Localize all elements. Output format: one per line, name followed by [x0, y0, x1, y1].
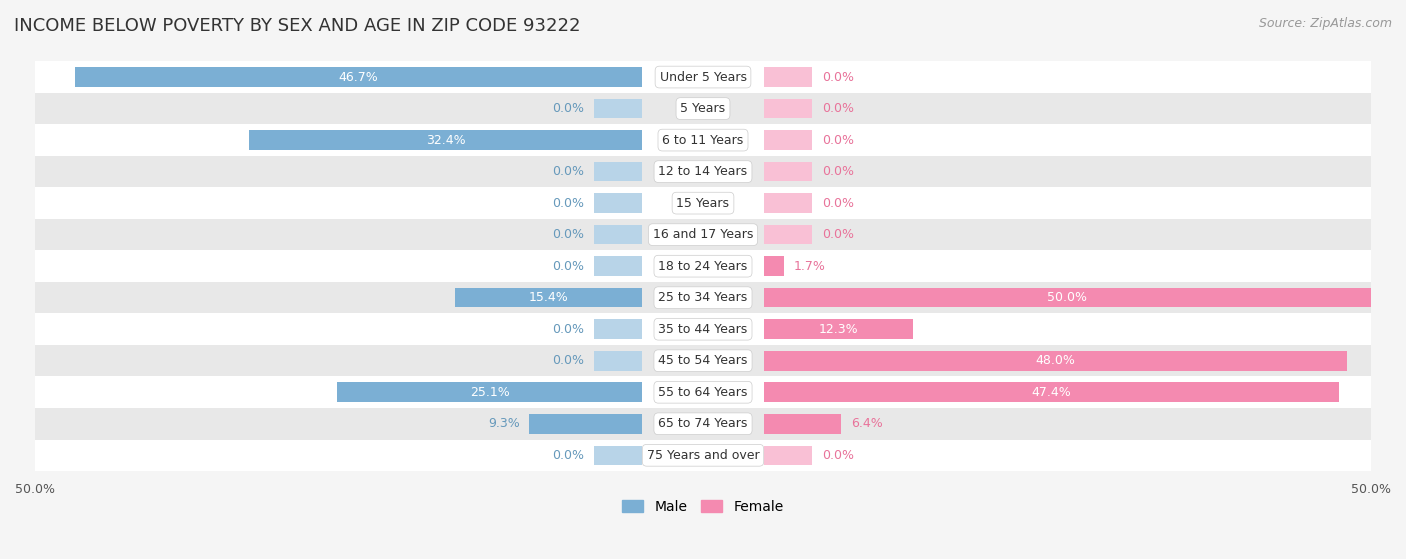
Text: 0.0%: 0.0%	[823, 70, 853, 83]
Legend: Male, Female: Male, Female	[617, 494, 789, 519]
Text: 6 to 11 Years: 6 to 11 Years	[662, 134, 744, 146]
Text: 75 Years and over: 75 Years and over	[647, 449, 759, 462]
Text: 25.1%: 25.1%	[470, 386, 510, 399]
Bar	[763, 319, 912, 339]
Bar	[35, 250, 1371, 282]
Text: 9.3%: 9.3%	[488, 417, 520, 430]
Text: 6.4%: 6.4%	[851, 417, 883, 430]
Text: 0.0%: 0.0%	[823, 197, 853, 210]
Text: 0.0%: 0.0%	[553, 354, 583, 367]
Bar	[337, 382, 643, 402]
Bar	[529, 414, 643, 434]
Bar	[456, 288, 643, 307]
Text: 16 and 17 Years: 16 and 17 Years	[652, 228, 754, 241]
Bar	[593, 225, 643, 244]
Text: 50.0%: 50.0%	[1047, 291, 1087, 304]
Bar	[35, 61, 1371, 93]
Bar	[35, 219, 1371, 250]
Text: 0.0%: 0.0%	[823, 449, 853, 462]
Bar	[593, 446, 643, 465]
Text: 0.0%: 0.0%	[553, 165, 583, 178]
Text: 0.0%: 0.0%	[553, 228, 583, 241]
Text: Under 5 Years: Under 5 Years	[659, 70, 747, 83]
Bar	[763, 414, 841, 434]
Bar	[35, 439, 1371, 471]
Bar	[35, 377, 1371, 408]
Bar	[35, 156, 1371, 187]
Text: Source: ZipAtlas.com: Source: ZipAtlas.com	[1258, 17, 1392, 30]
Text: 0.0%: 0.0%	[823, 134, 853, 146]
Bar	[35, 187, 1371, 219]
Bar	[763, 225, 813, 244]
Bar	[763, 257, 785, 276]
Text: 15.4%: 15.4%	[529, 291, 568, 304]
Text: 0.0%: 0.0%	[823, 102, 853, 115]
Text: 12.3%: 12.3%	[818, 323, 858, 336]
Text: 18 to 24 Years: 18 to 24 Years	[658, 260, 748, 273]
Text: 12 to 14 Years: 12 to 14 Years	[658, 165, 748, 178]
Bar	[763, 193, 813, 213]
Text: 0.0%: 0.0%	[553, 260, 583, 273]
Bar	[593, 99, 643, 119]
Text: 45 to 54 Years: 45 to 54 Years	[658, 354, 748, 367]
Text: INCOME BELOW POVERTY BY SEX AND AGE IN ZIP CODE 93222: INCOME BELOW POVERTY BY SEX AND AGE IN Z…	[14, 17, 581, 35]
Text: 0.0%: 0.0%	[553, 449, 583, 462]
Text: 5 Years: 5 Years	[681, 102, 725, 115]
Bar	[763, 288, 1371, 307]
Bar	[249, 130, 643, 150]
Text: 0.0%: 0.0%	[823, 228, 853, 241]
Text: 48.0%: 48.0%	[1035, 354, 1076, 367]
Bar	[763, 130, 813, 150]
Bar	[763, 99, 813, 119]
Text: 0.0%: 0.0%	[553, 323, 583, 336]
Bar	[35, 124, 1371, 156]
Text: 35 to 44 Years: 35 to 44 Years	[658, 323, 748, 336]
Text: 55 to 64 Years: 55 to 64 Years	[658, 386, 748, 399]
Bar	[593, 257, 643, 276]
Bar	[763, 382, 1340, 402]
Bar	[593, 351, 643, 371]
Bar	[593, 162, 643, 181]
Bar	[763, 67, 813, 87]
Text: 0.0%: 0.0%	[553, 102, 583, 115]
Text: 0.0%: 0.0%	[823, 165, 853, 178]
Text: 46.7%: 46.7%	[339, 70, 378, 83]
Bar	[763, 351, 1347, 371]
Bar	[35, 282, 1371, 314]
Bar	[35, 314, 1371, 345]
Bar	[35, 408, 1371, 439]
Bar	[763, 162, 813, 181]
Bar	[75, 67, 643, 87]
Bar	[35, 93, 1371, 124]
Bar	[593, 193, 643, 213]
Text: 65 to 74 Years: 65 to 74 Years	[658, 417, 748, 430]
Text: 15 Years: 15 Years	[676, 197, 730, 210]
Text: 47.4%: 47.4%	[1032, 386, 1071, 399]
Text: 1.7%: 1.7%	[794, 260, 825, 273]
Bar	[35, 345, 1371, 377]
Bar	[593, 319, 643, 339]
Text: 25 to 34 Years: 25 to 34 Years	[658, 291, 748, 304]
Text: 0.0%: 0.0%	[553, 197, 583, 210]
Text: 32.4%: 32.4%	[426, 134, 465, 146]
Bar	[763, 446, 813, 465]
